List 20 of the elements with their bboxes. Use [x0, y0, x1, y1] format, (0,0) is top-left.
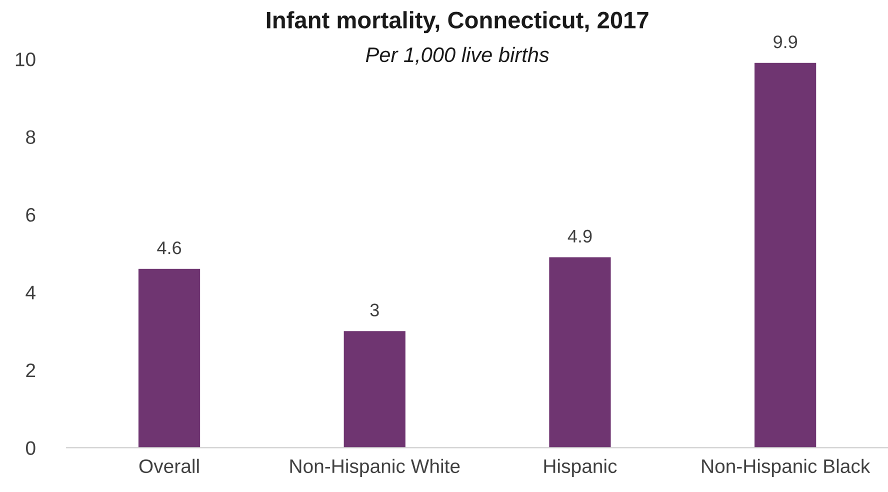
y-tick-label: 8: [26, 130, 36, 144]
y-tick-label: 4: [26, 286, 36, 300]
bar: [754, 62, 816, 448]
data-label: 3: [370, 304, 379, 316]
x-tick-label: Overall: [139, 458, 199, 474]
y-tick-label: 0: [26, 441, 36, 455]
x-tick-label: Non-Hispanic Black: [702, 458, 870, 477]
x-tick-label: Non-Hispanic White: [290, 458, 460, 477]
bar: [138, 268, 200, 448]
data-label: 4.6: [157, 241, 182, 254]
y-tick-label: 10: [16, 52, 36, 66]
chart-title: Infant mortality, Connecticut, 2017: [266, 11, 648, 34]
data-label: 4.9: [568, 230, 592, 243]
data-label: 9.9: [774, 35, 798, 48]
chart-subtitle: Per 1,000 live births: [366, 46, 549, 65]
bar: [344, 331, 406, 448]
y-tick-label: 6: [26, 208, 36, 222]
x-tick-label: Hispanic: [544, 458, 617, 477]
bar: [549, 257, 611, 448]
y-tick-label: 2: [26, 363, 36, 378]
